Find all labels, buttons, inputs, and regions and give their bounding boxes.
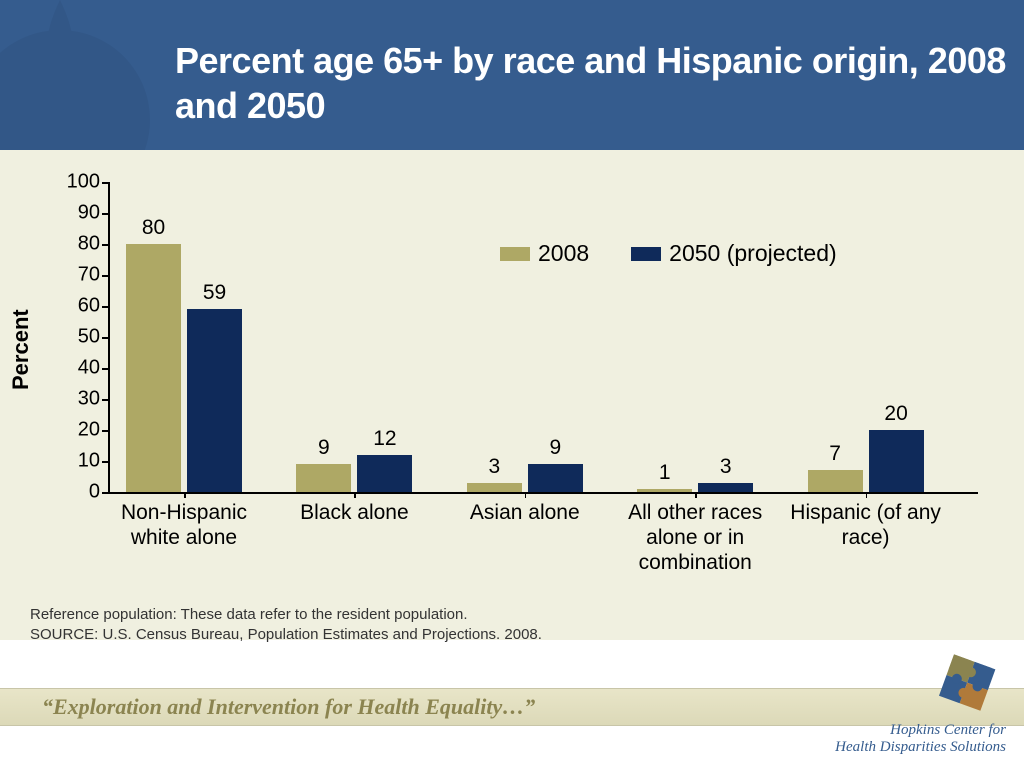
legend-item-2008: 2008 bbox=[500, 240, 589, 267]
y-tickmark bbox=[102, 337, 108, 339]
x-tickmark bbox=[866, 492, 868, 498]
bar bbox=[187, 309, 242, 492]
y-tick: 60 bbox=[60, 295, 100, 318]
x-category-label: Asian alone bbox=[442, 500, 608, 525]
x-axis-line bbox=[108, 492, 978, 494]
bar-value-label: 1 bbox=[635, 461, 695, 485]
x-category-label: Hispanic (of any race) bbox=[782, 500, 948, 550]
x-tickmark bbox=[184, 492, 186, 498]
slide-title: Percent age 65+ by race and Hispanic ori… bbox=[175, 38, 1024, 128]
bar bbox=[869, 430, 924, 492]
x-category-label: Non-Hispanic white alone bbox=[101, 500, 267, 550]
y-tickmark bbox=[102, 399, 108, 401]
legend-label: 2008 bbox=[538, 240, 589, 267]
bar-value-label: 9 bbox=[294, 436, 354, 460]
bar bbox=[357, 455, 412, 492]
bar-value-label: 9 bbox=[525, 436, 585, 460]
bar-value-label: 59 bbox=[185, 281, 245, 305]
y-tick: 70 bbox=[60, 264, 100, 287]
slide-header: Percent age 65+ by race and Hispanic ori… bbox=[0, 0, 1024, 150]
org-name: Hopkins Center for Health Disparities So… bbox=[835, 722, 1006, 757]
footer-notes: Reference population: These data refer t… bbox=[30, 605, 542, 644]
puzzle-icon bbox=[926, 640, 1006, 720]
bar bbox=[296, 464, 351, 492]
y-tick: 80 bbox=[60, 233, 100, 256]
bar bbox=[467, 483, 522, 492]
note-reference: Reference population: These data refer t… bbox=[30, 605, 542, 625]
y-tickmark bbox=[102, 492, 108, 494]
org-logo-block: Hopkins Center for Health Disparities So… bbox=[835, 640, 1006, 757]
plot-region: 80599123913720 bbox=[108, 182, 978, 492]
y-tickmark bbox=[102, 244, 108, 246]
bar bbox=[808, 470, 863, 492]
y-tickmark bbox=[102, 306, 108, 308]
x-category-label: All other races alone or in combination bbox=[612, 500, 778, 576]
y-tickmark bbox=[102, 213, 108, 215]
y-tick: 20 bbox=[60, 419, 100, 442]
legend-swatch bbox=[500, 247, 530, 261]
y-tick: 90 bbox=[60, 202, 100, 225]
bar-value-label: 80 bbox=[124, 216, 184, 240]
y-tick: 100 bbox=[60, 171, 100, 194]
x-tickmark bbox=[695, 492, 697, 498]
legend-item-2050: 2050 (projected) bbox=[631, 240, 837, 267]
y-tick: 0 bbox=[60, 481, 100, 504]
bar bbox=[698, 483, 753, 492]
tagline: “Exploration and Intervention for Health… bbox=[42, 694, 535, 720]
bar-value-label: 7 bbox=[805, 442, 865, 466]
y-tick: 10 bbox=[60, 450, 100, 473]
x-tickmark bbox=[354, 492, 356, 498]
y-axis-label: Percent bbox=[8, 309, 34, 390]
bar-value-label: 3 bbox=[696, 455, 756, 479]
y-tickmark bbox=[102, 430, 108, 432]
y-tick: 50 bbox=[60, 326, 100, 349]
y-axis-ticks: 0102030405060708090100 bbox=[60, 182, 108, 492]
chart-area: Percent 0102030405060708090100 805991239… bbox=[0, 150, 1024, 640]
bar bbox=[126, 244, 181, 492]
legend: 2008 2050 (projected) bbox=[500, 240, 837, 267]
bar-value-label: 12 bbox=[355, 427, 415, 451]
y-tickmark bbox=[102, 275, 108, 277]
legend-swatch bbox=[631, 247, 661, 261]
flame-logo-deco bbox=[0, 0, 160, 150]
bar bbox=[528, 464, 583, 492]
x-category-label: Black alone bbox=[271, 500, 437, 525]
bar-value-label: 3 bbox=[464, 455, 524, 479]
y-tick: 30 bbox=[60, 388, 100, 411]
x-tickmark bbox=[525, 492, 527, 498]
y-tickmark bbox=[102, 368, 108, 370]
note-source: SOURCE: U.S. Census Bureau, Population E… bbox=[30, 625, 542, 645]
y-tickmark bbox=[102, 461, 108, 463]
y-tickmark bbox=[102, 182, 108, 184]
bar bbox=[637, 489, 692, 492]
legend-label: 2050 (projected) bbox=[669, 240, 837, 267]
y-tick: 40 bbox=[60, 357, 100, 380]
bar-value-label: 20 bbox=[866, 402, 926, 426]
